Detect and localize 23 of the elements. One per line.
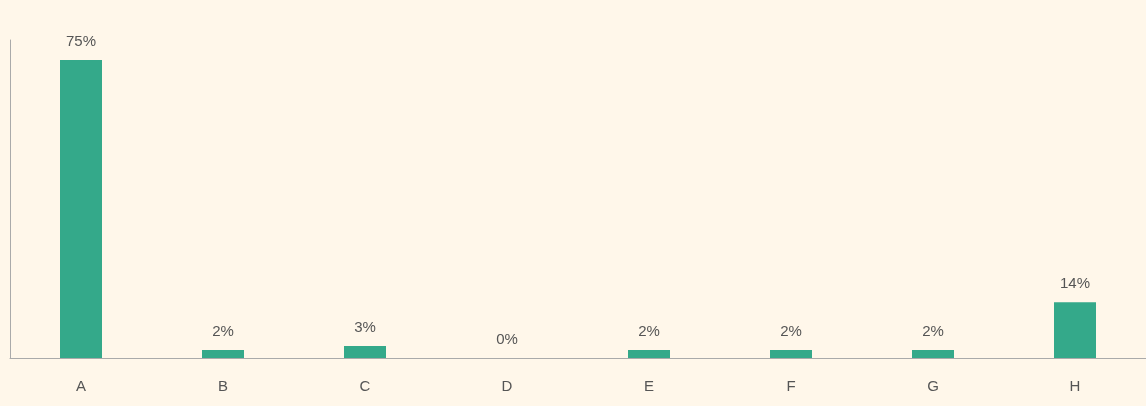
bar: [60, 59, 102, 358]
x-tick-label: E: [643, 377, 655, 394]
x-tick-label: B: [217, 377, 229, 394]
bar: [1054, 302, 1096, 358]
bar: [912, 350, 954, 358]
bar: [202, 350, 244, 358]
data-label: 2%: [922, 322, 944, 340]
data-label: 2%: [212, 322, 234, 340]
bar: [628, 350, 670, 358]
data-label: 2%: [780, 322, 802, 340]
x-tick-label: A: [75, 377, 87, 394]
bar: [770, 350, 812, 358]
bar: [344, 346, 386, 358]
data-label: 3%: [354, 318, 376, 336]
x-tick-label: F: [786, 377, 796, 394]
x-tick-label: C: [359, 377, 371, 394]
data-label: 75%: [65, 31, 97, 49]
data-label: 2%: [638, 322, 660, 340]
x-tick-label: D: [501, 377, 513, 394]
x-tick-label: G: [927, 377, 939, 394]
x-tick-label: H: [1069, 377, 1081, 394]
data-label: 0%: [496, 330, 518, 347]
data-label: 14%: [1059, 274, 1091, 292]
